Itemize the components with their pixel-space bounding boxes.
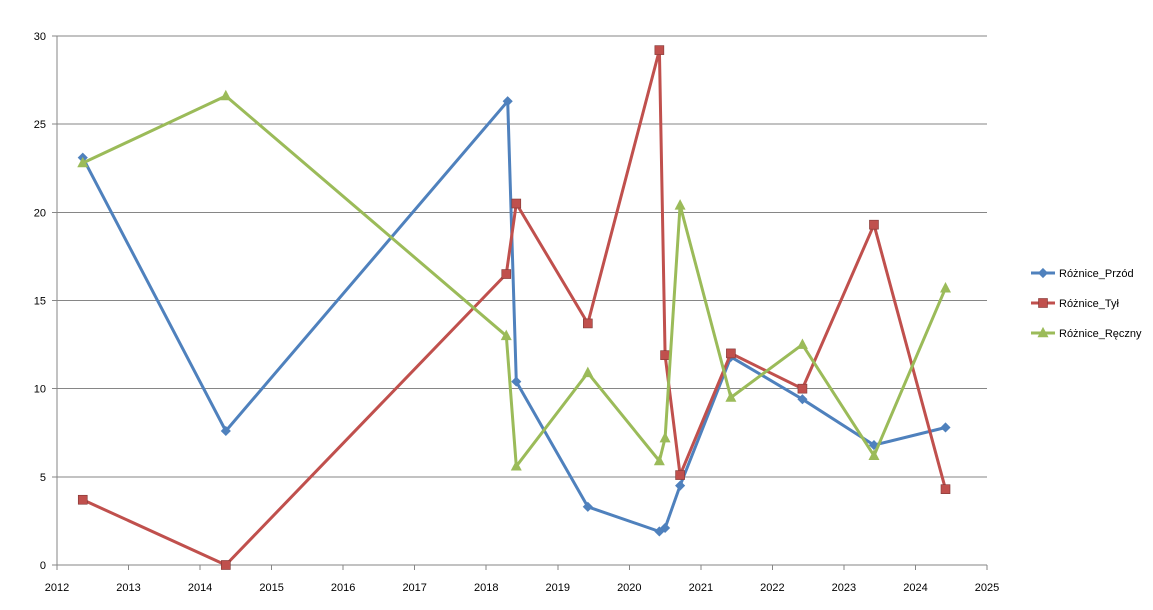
x-tick-label: 2022: [760, 582, 784, 594]
data-point-diamond: [582, 501, 593, 512]
x-tick-label: 2018: [474, 582, 498, 594]
data-point-triangle: [868, 449, 880, 460]
data-point-triangle: [500, 329, 512, 341]
y-tick-label: 10: [34, 384, 46, 396]
data-point-diamond: [797, 394, 808, 405]
legend: Różnice_Przód Różnice_Tył Różnice_Ręczny: [1031, 267, 1142, 340]
data-point-square: [511, 198, 522, 209]
x-tick-label: 2021: [689, 582, 713, 594]
legend-label: Różnice_Przód: [1059, 268, 1134, 280]
y-tick-label: 30: [34, 31, 46, 43]
data-point-diamond: [660, 522, 671, 534]
data-point-triangle: [510, 460, 522, 471]
data-point-triangle: [659, 431, 671, 443]
data-point-square: [501, 269, 512, 279]
x-tick-label: 2014: [188, 582, 212, 594]
series-line: [82, 94, 947, 468]
data-point-triangle: [582, 366, 594, 378]
data-point-square: [583, 318, 593, 329]
y-tick-label: 15: [34, 296, 46, 308]
x-tick-label: 2024: [903, 582, 927, 594]
legend-label: Różnice_Tył: [1059, 298, 1119, 310]
x-tick-label: 2016: [331, 582, 355, 594]
data-point-triangle: [674, 199, 686, 210]
data-point-diamond: [511, 376, 522, 387]
y-tick-label: 0: [40, 560, 46, 572]
data-point-triangle: [725, 391, 737, 402]
data-point-square: [940, 484, 951, 494]
x-tick-label: 2019: [546, 582, 570, 594]
data-point-triangle: [796, 338, 808, 349]
data-point-square: [675, 470, 685, 480]
gridlines: [57, 35, 987, 566]
legend-item: Różnice_Ręczny: [1031, 326, 1142, 340]
x-tick-label: 2012: [45, 582, 69, 594]
x-tick-label: 2023: [832, 582, 856, 594]
legend-swatch-marker: [1037, 326, 1049, 338]
y-tick-label: 20: [34, 207, 46, 219]
data-point-square: [869, 219, 879, 230]
x-tick-label: 2013: [116, 582, 140, 594]
legend-swatch-marker: [1037, 267, 1049, 279]
data-point-triangle: [653, 454, 665, 466]
data-point-square: [660, 350, 670, 360]
x-tick-label: 2020: [617, 582, 641, 594]
legend-label: Różnice_Ręczny: [1059, 328, 1142, 340]
data-point-triangle: [940, 282, 952, 293]
legend-item: Różnice_Przód: [1031, 267, 1134, 280]
legend-item: Różnice_Tył: [1031, 298, 1119, 310]
series-3: [77, 89, 952, 471]
data-point-triangle: [77, 156, 89, 168]
data-point-diamond: [220, 425, 231, 437]
series-lines: [77, 45, 952, 570]
data-point-triangle: [220, 89, 232, 101]
series-1: [77, 96, 951, 537]
data-point-diamond: [940, 422, 951, 433]
data-point-diamond: [502, 96, 513, 107]
data-point-square: [797, 383, 808, 394]
data-point-diamond: [675, 480, 686, 491]
x-tick-label: 2017: [402, 582, 426, 594]
data-point-square: [77, 494, 88, 505]
data-point-square: [726, 348, 736, 359]
data-point-square: [221, 560, 231, 570]
data-point-square: [654, 45, 665, 55]
y-tick-label: 5: [40, 472, 46, 484]
legend-swatch-marker: [1038, 298, 1048, 308]
y-tick-label: 25: [34, 119, 46, 131]
x-tick-label: 2025: [975, 582, 999, 594]
x-tick-label: 2015: [259, 582, 283, 594]
